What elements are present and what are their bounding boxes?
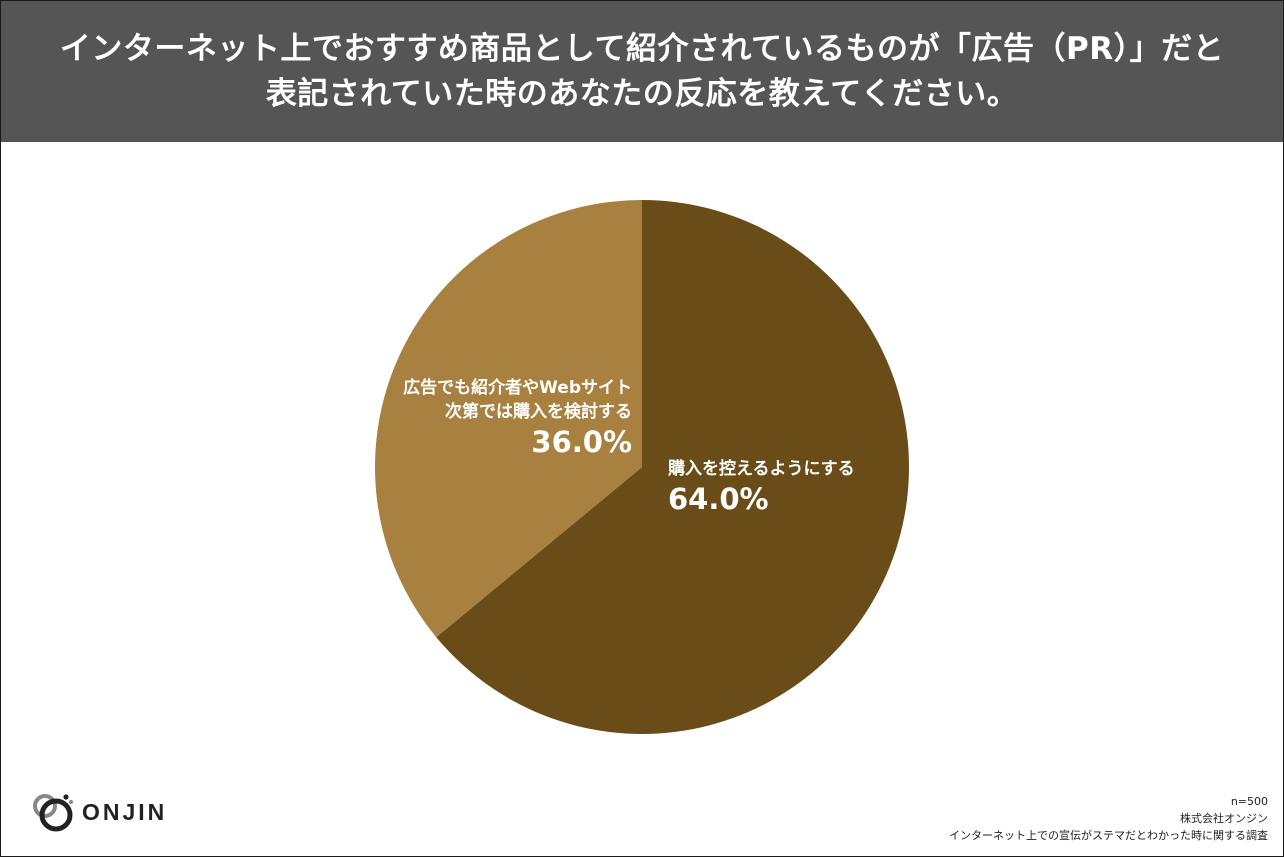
pie-slice-refrain xyxy=(436,200,909,734)
onjin-logo: ONJIN xyxy=(32,790,167,834)
slice-name-consider-line-1: 広告でも紹介者やWebサイト xyxy=(403,378,632,398)
slice-name-refrain: 購入を控えるようにする xyxy=(668,459,855,479)
slice-value-consider: 36.0% xyxy=(531,425,632,459)
chart-footer: n=500 株式会社オンジン インターネット上での宣伝がステマだとわかった時に関… xyxy=(949,793,1268,844)
chart-title-line-1: インターネット上でおすすめ商品として紹介されているものが「広告（PR）」だと xyxy=(59,30,1225,67)
chart-title-line-2: 表記されていた時のあなたの反応を教えてください。 xyxy=(265,75,1019,112)
slice-value-refrain: 64.0% xyxy=(668,482,769,516)
sample-size: n=500 xyxy=(1230,795,1268,808)
slice-label-consider: 広告でも紹介者やWebサイト 次第では購入を検討する 36.0% xyxy=(380,376,632,460)
slice-name-consider-line-2: 次第では購入を検討する xyxy=(445,402,632,422)
pie-slice-consider xyxy=(374,200,642,638)
slice-label-refrain: 購入を控えるようにする 64.0% xyxy=(668,457,855,517)
company-name: 株式会社オンジン xyxy=(1180,812,1268,825)
onjin-logo-mark xyxy=(33,794,73,832)
survey-name: インターネット上での宣伝がステマだとわかった時に関する調査 xyxy=(949,829,1268,842)
pie-slices xyxy=(374,200,909,734)
chart-header: インターネット上でおすすめ商品として紹介されているものが「広告（PR）」だと 表… xyxy=(1,1,1283,142)
onjin-logo-text: ONJIN xyxy=(82,798,168,825)
